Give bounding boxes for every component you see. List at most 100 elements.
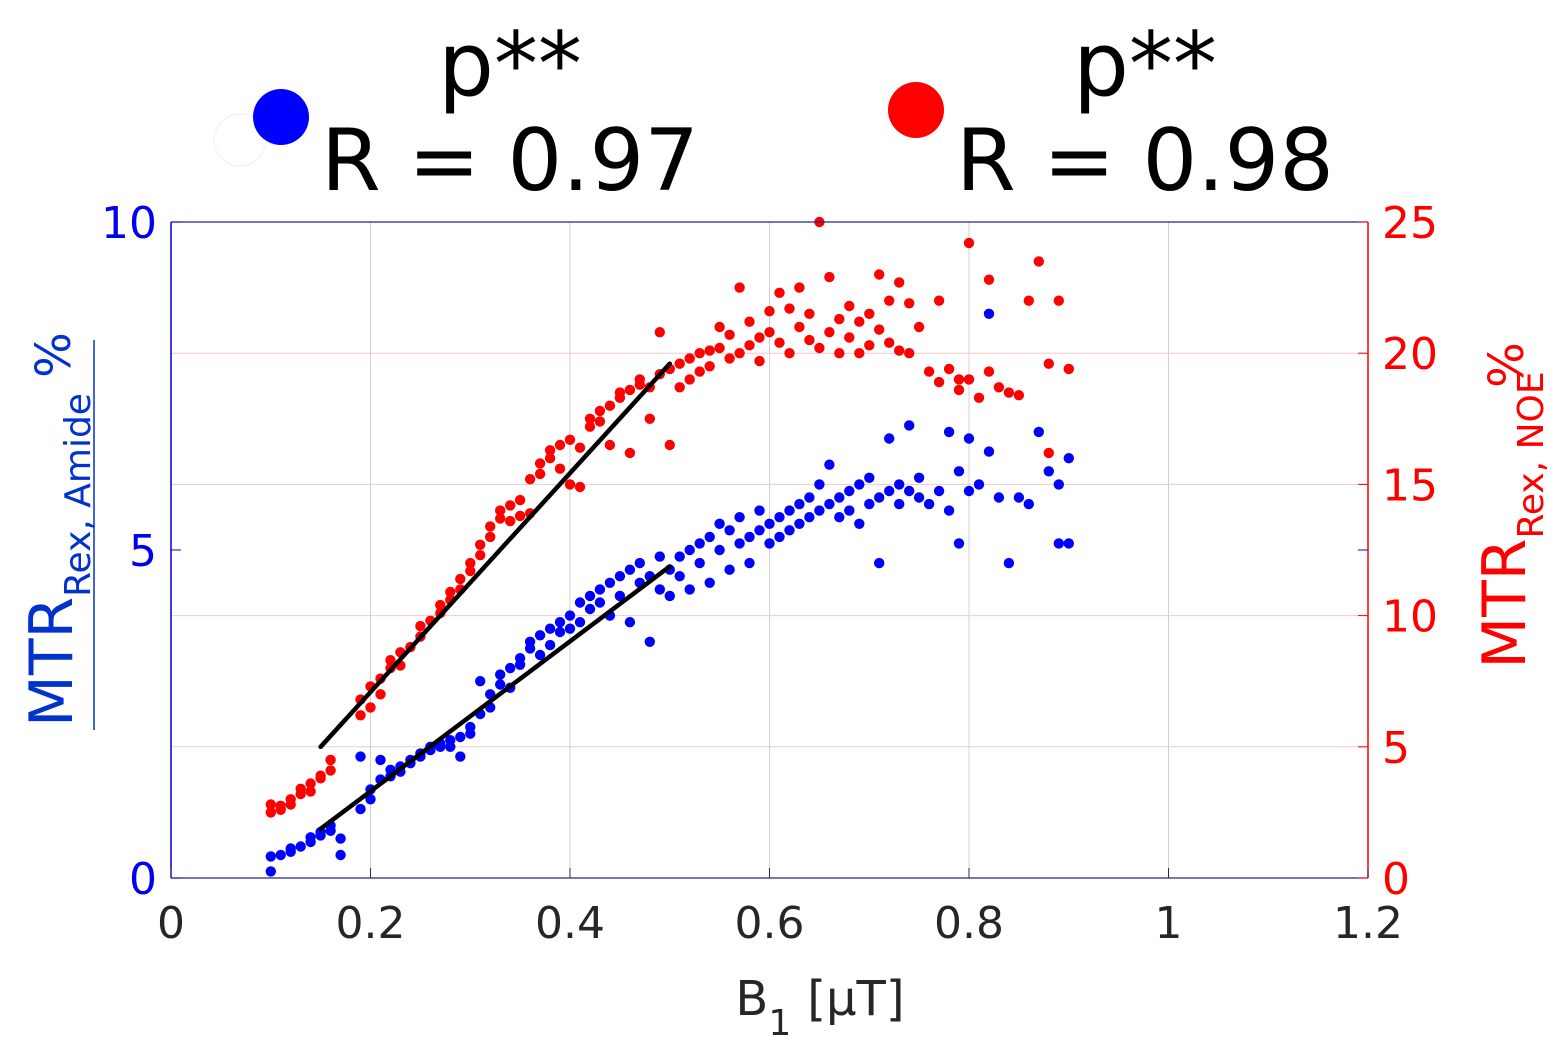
data-point-noe bbox=[764, 306, 775, 317]
data-point-amide bbox=[505, 662, 516, 674]
data-point-amide bbox=[694, 557, 705, 569]
data-point-noe bbox=[923, 366, 935, 377]
series-amide bbox=[265, 308, 1075, 877]
data-point-amide bbox=[993, 492, 1005, 503]
data-point-amide bbox=[734, 538, 745, 549]
data-point-noe bbox=[1033, 256, 1045, 267]
data-point-noe bbox=[794, 321, 805, 333]
data-point-amide bbox=[1063, 538, 1075, 549]
data-point-noe bbox=[1053, 295, 1065, 306]
data-point-amide bbox=[1063, 453, 1075, 464]
data-point-amide bbox=[554, 617, 566, 628]
data-point-amide bbox=[953, 538, 965, 549]
data-point-amide bbox=[544, 639, 556, 651]
data-point-noe bbox=[544, 445, 556, 456]
data-point-noe bbox=[754, 355, 765, 367]
data-point-noe bbox=[415, 620, 426, 632]
data-point-amide bbox=[514, 653, 526, 664]
data-point-amide bbox=[654, 584, 665, 595]
x-tick-label: 0 bbox=[157, 898, 185, 949]
data-point-noe bbox=[574, 442, 586, 453]
data-point-noe bbox=[594, 416, 606, 427]
x-axis-label: B1 [μT] bbox=[735, 971, 904, 1044]
data-point-amide bbox=[524, 636, 536, 647]
data-point-amide bbox=[983, 446, 995, 457]
data-point-noe bbox=[514, 510, 526, 522]
data-point-noe bbox=[315, 770, 326, 781]
data-point-amide bbox=[495, 669, 506, 680]
data-point-noe bbox=[355, 710, 366, 721]
data-point-amide bbox=[465, 721, 476, 733]
data-point-noe bbox=[904, 348, 915, 359]
x-axis-label-sub: 1 bbox=[768, 1003, 791, 1044]
data-point-noe bbox=[295, 783, 306, 794]
data-point-amide bbox=[894, 479, 905, 490]
x-axis-label-main: B bbox=[735, 971, 768, 1027]
data-point-amide bbox=[634, 557, 645, 569]
y-left-unit: % bbox=[26, 332, 82, 378]
data-point-noe bbox=[485, 521, 496, 532]
data-point-noe bbox=[644, 413, 655, 424]
data-point-amide bbox=[754, 505, 765, 516]
data-point-noe bbox=[963, 374, 975, 385]
data-point-amide bbox=[904, 485, 915, 497]
data-point-amide bbox=[953, 466, 965, 477]
legend-significance-amide: p** bbox=[438, 13, 582, 116]
fit-lines bbox=[318, 361, 672, 832]
data-point-amide bbox=[455, 731, 466, 743]
data-point-noe bbox=[774, 337, 785, 348]
data-point-noe bbox=[834, 313, 845, 325]
y-left-label: MTRRex, Amide % bbox=[17, 332, 99, 730]
data-point-noe bbox=[864, 340, 875, 351]
data-point-noe bbox=[564, 479, 576, 490]
data-point-amide bbox=[844, 505, 855, 516]
data-point-noe bbox=[734, 282, 745, 293]
y-right-label-sub: Rex, NOE bbox=[1511, 371, 1552, 538]
data-point-amide bbox=[824, 498, 835, 510]
data-point-noe bbox=[475, 550, 486, 561]
data-point-noe bbox=[724, 353, 735, 364]
data-point-amide bbox=[724, 525, 735, 536]
data-point-amide bbox=[435, 741, 446, 752]
data-point-amide bbox=[335, 849, 346, 861]
data-point-amide bbox=[614, 590, 626, 602]
data-point-amide bbox=[744, 557, 755, 569]
legend-marker-noe bbox=[888, 82, 944, 138]
data-point-amide bbox=[335, 833, 346, 844]
data-point-amide bbox=[824, 459, 835, 470]
data-point-noe bbox=[654, 327, 665, 338]
legend: p** R = 0.97 p** R = 0.98 bbox=[213, 13, 1334, 211]
data-point-noe bbox=[814, 342, 825, 354]
y-left-label-main: MTR bbox=[17, 597, 87, 727]
data-point-noe bbox=[624, 447, 636, 459]
data-point-noe bbox=[594, 405, 606, 417]
data-point-amide bbox=[794, 498, 805, 510]
data-point-noe bbox=[614, 387, 626, 398]
data-point-amide bbox=[874, 557, 885, 569]
data-point-amide bbox=[804, 512, 815, 523]
data-point-amide bbox=[794, 518, 805, 529]
fit-line-noe bbox=[318, 361, 672, 750]
data-point-amide bbox=[584, 590, 596, 602]
data-point-noe bbox=[514, 494, 526, 506]
data-point-noe bbox=[854, 348, 865, 359]
y-left-tick-label: 10 bbox=[101, 198, 157, 249]
data-point-noe bbox=[495, 513, 506, 524]
data-point-amide bbox=[774, 512, 785, 523]
data-point-noe bbox=[385, 655, 396, 666]
data-point-amide bbox=[963, 433, 975, 444]
data-point-amide bbox=[295, 841, 306, 852]
legend-significance-noe: p** bbox=[1073, 13, 1217, 116]
data-point-noe bbox=[774, 287, 785, 298]
data-point-amide bbox=[784, 525, 795, 536]
data-point-noe bbox=[724, 329, 735, 340]
data-point-amide bbox=[804, 492, 815, 503]
data-point-noe bbox=[505, 515, 516, 527]
data-point-noe bbox=[704, 345, 715, 356]
data-point-amide bbox=[614, 571, 626, 582]
data-point-noe bbox=[933, 295, 945, 306]
data-point-noe bbox=[933, 376, 945, 388]
data-point-noe bbox=[455, 573, 466, 585]
data-point-amide bbox=[365, 794, 376, 805]
data-point-noe bbox=[953, 374, 965, 385]
